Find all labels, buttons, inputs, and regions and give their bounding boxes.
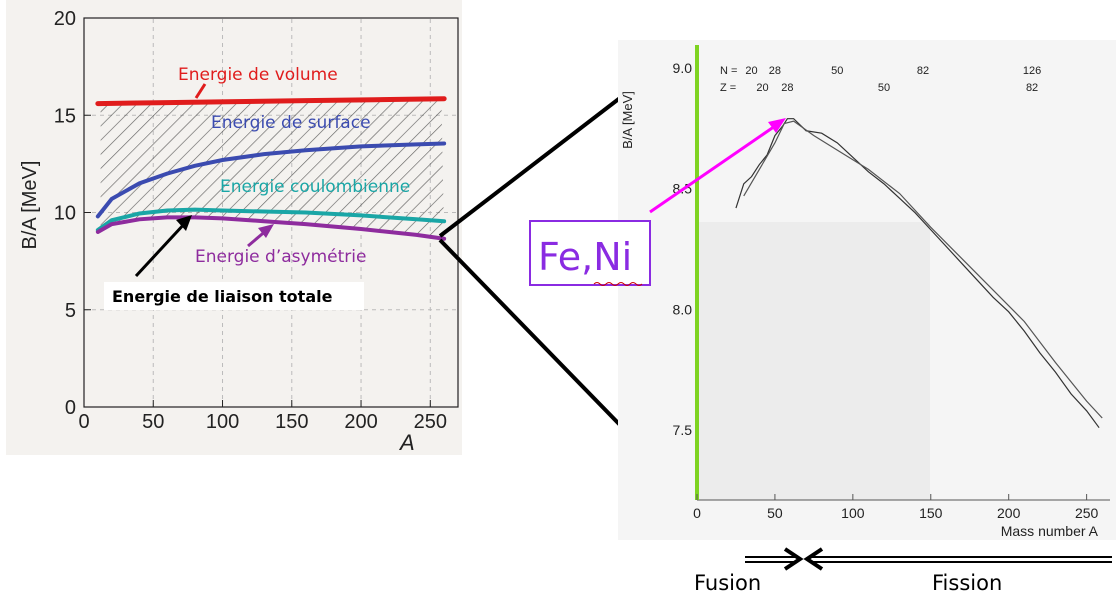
left-ytick-label: 0: [65, 397, 76, 419]
asym-pointer-head: [258, 224, 274, 238]
right-ylabel: B/A [MeV]: [620, 91, 635, 149]
left-xtick-label: 150: [275, 411, 308, 433]
fe-ni-label: Fe,Ni: [538, 235, 632, 279]
magic-z-value: 82: [1026, 82, 1038, 94]
right-xtick-label: 50: [767, 505, 783, 521]
magic-n-value: 126: [1023, 65, 1041, 77]
total-pointer-head: [176, 215, 192, 231]
right-ytick-label: 9.0: [673, 60, 693, 76]
right-series-line: [735, 118, 1100, 429]
label-total: Energie de liaison totale: [112, 287, 333, 306]
right-xtick-label: 0: [693, 505, 701, 521]
left-ylabel: B/A [MeV]: [19, 161, 41, 250]
magic-n-value: 82: [917, 65, 929, 77]
volume-pointer: [194, 83, 207, 99]
fusion-fission-arrows: [745, 547, 1112, 571]
magic-z-value: 28: [781, 82, 793, 94]
right-series-line: [743, 120, 1103, 419]
right-ytick-label: 8.0: [673, 301, 693, 317]
magic-z-value: 20: [756, 82, 768, 94]
fe-ni-underline: [593, 282, 643, 286]
left-series-line: [95, 215, 447, 241]
fe-ni-arrow-head: [768, 118, 786, 133]
fission-label: Fission: [932, 571, 1002, 595]
magic-n-value: 20: [745, 65, 757, 77]
magic-n-value: 28: [769, 65, 781, 77]
left-xtick-label: 0: [78, 411, 89, 433]
right-xtick-label: 150: [919, 505, 943, 521]
right-xtick-label: 200: [997, 505, 1021, 521]
total-pointer: [134, 220, 188, 278]
left-xtick-label: 100: [206, 411, 239, 433]
label-asym: Energie d’asymétrie: [195, 247, 366, 267]
magic-n-value: 50: [831, 65, 843, 77]
label-surface: Energie de surface: [211, 113, 371, 133]
magic-z-label: Z =: [720, 82, 736, 94]
label-coulomb: Energie coulombienne: [220, 177, 410, 197]
magic-n-label: N =: [720, 65, 737, 77]
left-xtick-label: 200: [344, 411, 377, 433]
right-ytick-label: 7.5: [673, 422, 693, 438]
label-total-bg: [104, 282, 364, 310]
hatched-region: [100, 98, 445, 239]
fusion-label: Fusion: [694, 571, 761, 595]
magic-z-value: 50: [878, 82, 890, 94]
left-ytick-label: 20: [54, 8, 76, 30]
right-xlabel: Mass number A: [1001, 523, 1099, 539]
left-ytick-label: 5: [65, 300, 76, 322]
left-series-line: [95, 141, 447, 219]
left-xtick-label: 50: [142, 411, 164, 433]
left-xlabel: A: [398, 430, 415, 455]
left-ytick-label: 15: [54, 105, 76, 127]
left-ytick-label: 10: [54, 203, 76, 225]
fe-ni-box: [529, 220, 651, 286]
left-xtick-label: 250: [414, 411, 447, 433]
left-series-line: [95, 96, 447, 107]
right-xtick-label: 250: [1075, 505, 1099, 521]
right-xtick-label: 100: [841, 505, 865, 521]
left-chart: 0 50 100 150 200 250 0 5 10 15 20 A B/A [MeV] Energie…: [19, 8, 459, 455]
right-shade: [697, 222, 930, 500]
left-series-line: [95, 207, 447, 233]
fe-ni-arrow: [649, 122, 779, 214]
label-volume: Energie de volume: [178, 65, 338, 85]
